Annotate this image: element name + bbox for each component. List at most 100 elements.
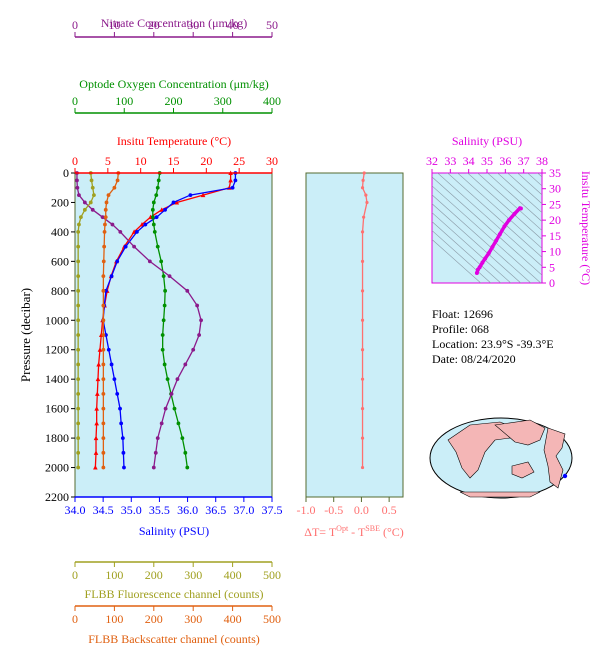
oxygen-point [161,318,166,323]
nitrate-point [195,303,200,308]
ts-ytick-label: 15 [549,229,561,243]
fluorescence-point [76,362,81,367]
delta-point [360,407,365,411]
main-panel: 0200400600800100012001400160018002000220… [18,154,283,517]
salinity-axis-label: Salinity (PSU) [139,524,209,538]
nitrate-tick-label: 30 [187,18,199,32]
delta-tick-label: 0.5 [382,503,397,517]
nitrate-point [167,274,172,278]
ts-density-contour [432,239,482,283]
backscatter-tick-label: 500 [263,612,281,626]
delta-point [365,200,369,205]
nitrate-point [132,244,137,249]
map-land-africa-eurasia [447,421,521,479]
oxygen-tick-label: 400 [263,94,281,108]
ts-ylabel: Insitu Temperature (°C) [579,171,593,285]
ts-density-contour [457,173,542,249]
backscatter-point [101,421,106,426]
salinity-point [233,178,238,183]
oxygen-tick-label: 100 [115,94,133,108]
nitrate-tick-label: 40 [227,18,239,32]
ts-ytick-label: 35 [549,166,561,180]
fluorescence-point [76,318,81,323]
pressure-tick-label: 0 [63,166,69,180]
ts-point [507,218,511,223]
fluorescence-point [76,347,81,352]
ts-density-contour [517,173,542,196]
ts-point [494,238,499,243]
delta-tick-label: -0.5 [324,503,343,517]
backscatter-point [102,230,107,234]
salinity-point [230,185,235,190]
backscatter-point [102,244,107,249]
oxygen-point [150,207,155,212]
pressure-tick-label: 2000 [45,461,69,475]
salinity-point [123,244,128,249]
main-series-layer [75,170,238,470]
nitrate-point [147,259,152,264]
nitrate-point [155,436,160,440]
salinity-tick-label: 34.5 [93,503,114,517]
oxygen-point [150,215,155,220]
temperature-point [96,361,101,367]
delta-tick-label: -1.0 [297,503,316,517]
backscatter-axis-label: FLBB Backscatter channel (counts) [88,632,260,646]
fluorescence-point [76,333,81,337]
backscatter-point [115,178,120,183]
delta-point [361,178,365,182]
delta-panel: -1.0 -0.5 0.0 0.5 ΔT= TOpt - TSBE (°C) [297,171,404,539]
delta-point [360,436,365,440]
salinity-tick-label: 36.5 [205,503,226,517]
nitrate-point [100,215,105,220]
backscatter-point [101,318,106,323]
delta-point [360,318,365,322]
nitrate-tick-label: 50 [266,18,278,32]
nitrate-point [175,377,180,382]
nitrate-point [82,200,87,205]
ts-xtick-label: 38 [536,154,548,168]
fluorescence-tick-label: 400 [224,568,242,582]
salinity-tick-label: 37.5 [262,503,283,517]
ts-series-layer [474,206,523,275]
nitrate-point [151,465,156,470]
fluorescence-point [88,200,93,205]
ts-ytick-label: 10 [549,245,561,259]
fluorescence-tick-label: 500 [263,568,281,582]
salinity-point [121,450,126,455]
temperature-tick-label: 25 [233,154,245,168]
backscatter-point [103,207,108,212]
oxygen-point [165,377,170,382]
pressure-tick-label: 1800 [45,431,69,445]
temperature-point [200,192,206,198]
info-profile: Profile: 068 [432,322,489,336]
ts-point [497,232,502,237]
salinity-point [119,421,124,426]
temperature-tick-label: 20 [200,154,212,168]
backscatter-tick-label: 100 [105,612,123,626]
salinity-point [154,215,159,220]
temperature-point [93,450,99,455]
oxygen-point [151,222,156,227]
backscatter-point [101,362,106,367]
delta-point [362,171,366,175]
ts-density-contour [477,173,542,232]
salinity-point [115,259,120,264]
temperature-tick-label: 15 [168,154,180,168]
oxygen-point [161,274,166,278]
oxygen-point [176,421,181,426]
temperature-point [139,222,145,227]
fluorescence-tick-label: 0 [72,568,78,582]
pressure-tick-label: 1400 [45,372,69,386]
ts-point [502,224,507,229]
temperature-tick-label: 0 [72,154,78,168]
ts-xtick-label: 35 [481,154,493,168]
fluorescence-point [76,450,81,455]
oxygen-point [152,230,157,234]
oxygen-point [172,406,177,411]
ts-xtick-label: 34 [463,154,475,168]
ts-density-contour [487,173,542,223]
delta-point [360,259,365,263]
pressure-tick-label: 400 [51,225,69,239]
oxygen-point [162,362,167,367]
